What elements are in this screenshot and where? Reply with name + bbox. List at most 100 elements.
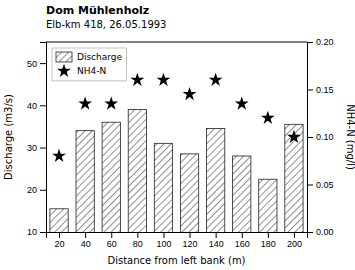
point <box>130 73 144 86</box>
tick-mark <box>111 232 112 238</box>
tick: 0.00 <box>307 227 334 237</box>
tick: 0.10 <box>307 132 334 142</box>
tick-label: 50 <box>27 58 37 68</box>
tick-label: 120 <box>183 239 198 249</box>
tick-mark <box>40 105 46 106</box>
legend-label: Discharge <box>77 52 123 62</box>
bar <box>285 124 303 232</box>
tick-label: 0.15 <box>316 85 334 95</box>
tick: 160 <box>235 232 250 249</box>
tick-mark <box>40 190 46 191</box>
axis-line <box>40 43 47 233</box>
tick: 20 <box>55 232 65 249</box>
y-axis: 10 20 30 40 50 <box>27 43 47 238</box>
point <box>235 96 249 109</box>
point <box>183 87 197 100</box>
bar <box>102 122 120 232</box>
x-axis: 20 40 60 80 100 120 140 160 180 200 <box>47 232 308 249</box>
point <box>52 149 66 162</box>
bar <box>76 131 94 232</box>
tick-label: 160 <box>235 239 250 249</box>
tick: 40 <box>81 232 91 249</box>
tick: 180 <box>261 232 276 249</box>
tick-mark <box>59 232 60 238</box>
tick-label: 0.05 <box>316 180 334 190</box>
tick-label: 60 <box>107 239 117 249</box>
tick-label: 0.20 <box>316 37 334 47</box>
tick-label: 180 <box>261 239 276 249</box>
tick: 30 <box>27 143 46 153</box>
tick-label: 80 <box>133 239 143 249</box>
point <box>104 96 118 109</box>
tick: 40 <box>27 101 46 111</box>
tick-mark <box>190 232 191 238</box>
legend-label: NH4-N <box>77 66 106 76</box>
bar <box>128 110 146 232</box>
tick-mark <box>137 232 138 238</box>
point <box>261 111 275 124</box>
legend-swatch <box>56 52 72 62</box>
tick: 0.15 <box>307 85 334 95</box>
tick-label: 40 <box>81 239 91 249</box>
title: Dom Mühlenholz <box>46 4 149 17</box>
legend-box <box>52 48 127 81</box>
y-axis-title: Discharge (m3/s) <box>3 94 14 180</box>
bar <box>259 179 277 232</box>
tick: 60 <box>107 232 117 249</box>
tick-mark <box>242 232 243 238</box>
tick: 120 <box>183 232 198 249</box>
legend-item: Discharge <box>56 52 123 62</box>
tick-label: 140 <box>209 239 224 249</box>
bar <box>180 154 198 232</box>
tick-label: 10 <box>27 227 37 237</box>
tick: 100 <box>156 232 171 249</box>
frame-line <box>46 42 307 43</box>
x-axis-title: Distance from left bank (m) <box>107 255 245 266</box>
tick: 140 <box>209 232 224 249</box>
tick-mark <box>216 232 217 238</box>
tick-label: 20 <box>55 239 65 249</box>
bar-series <box>50 110 303 232</box>
tick: 20 <box>27 185 46 195</box>
bar <box>50 209 68 232</box>
tick-label: 30 <box>27 143 37 153</box>
legend: Discharge NH4-N <box>52 48 127 81</box>
legend-swatch <box>57 64 71 77</box>
point <box>78 96 92 109</box>
tick-label: 200 <box>287 239 302 249</box>
tick-mark <box>307 137 313 138</box>
tick-label: 100 <box>156 239 171 249</box>
marks <box>50 73 303 232</box>
tick-mark <box>40 232 46 233</box>
tick: 10 <box>27 227 46 237</box>
tick-mark <box>268 232 269 238</box>
tick-mark <box>85 232 86 238</box>
legend-item: NH4-N <box>57 64 106 77</box>
bar <box>154 143 172 232</box>
chart: 20 40 60 80 100 120 140 160 180 200 10 20 30 40 50 0.00… <box>0 0 355 270</box>
point <box>156 73 170 86</box>
tick-mark <box>307 90 313 91</box>
tick-label: 0.10 <box>316 132 334 142</box>
tick-label: 40 <box>27 101 37 111</box>
point <box>287 130 301 143</box>
tick: 50 <box>27 58 46 68</box>
tick-label: 0.00 <box>316 227 334 237</box>
tick: 200 <box>287 232 302 249</box>
y2-axis-title: NH4-N (mg/l) <box>345 104 355 170</box>
y2-axis: 0.00 0.05 0.10 0.15 0.20 <box>307 37 334 237</box>
point <box>209 73 223 86</box>
tick-mark <box>307 185 313 186</box>
axis-line <box>308 43 314 233</box>
tick-mark <box>40 148 46 149</box>
tick-label: 20 <box>27 185 37 195</box>
axis-line <box>47 233 308 239</box>
tick-mark <box>163 232 164 238</box>
subtitle: Elb-km 418, 26.05.1993 <box>46 19 166 30</box>
plot: 20 40 60 80 100 120 140 160 180 200 10 20 30 40 50 0.00… <box>27 37 334 270</box>
bar <box>233 156 251 232</box>
point-series <box>52 73 301 162</box>
bar <box>207 129 225 232</box>
tick-mark <box>40 63 46 64</box>
tick-mark <box>294 232 295 238</box>
